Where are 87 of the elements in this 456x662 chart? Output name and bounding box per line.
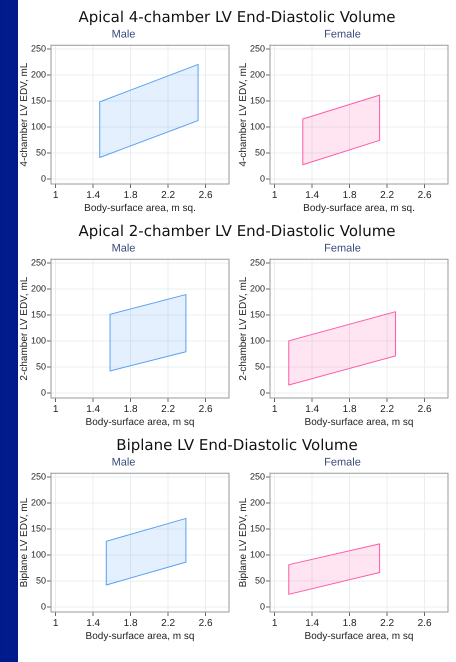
- x-tick-label: 2.6: [418, 190, 432, 201]
- x-tick-label: 2.2: [161, 618, 176, 629]
- x-tick-label: 1: [52, 404, 59, 415]
- chart-subtitle: Female: [324, 242, 361, 255]
- y-tick-label: 250: [250, 43, 266, 54]
- x-tick-label: 1.4: [305, 618, 320, 629]
- x-tick-label: 2.2: [380, 618, 394, 629]
- y-tick-label: 0: [41, 173, 46, 184]
- y-axis-title: Biplane LV EDV, mL: [238, 497, 249, 588]
- x-tick-label: 1: [52, 618, 59, 629]
- y-tick-label: 250: [30, 43, 46, 54]
- y-tick-label: 200: [250, 283, 266, 294]
- x-tick-label: 1.8: [342, 618, 358, 629]
- x-axis-title: Body-surface area, m sq: [86, 416, 194, 428]
- x-tick-label: 1.4: [305, 190, 320, 201]
- y-tick-label: 200: [250, 69, 266, 80]
- y-tick-label: 0: [260, 387, 266, 398]
- y-tick-label: 50: [255, 575, 266, 586]
- y-tick-label: 250: [250, 257, 266, 268]
- y-tick-label: 150: [30, 309, 46, 320]
- y-tick-label: 50: [255, 147, 266, 158]
- y-tick-label: 150: [30, 95, 46, 106]
- x-axis-title: Body-surface area, m sq.: [303, 202, 415, 214]
- x-tick-label: 1: [272, 618, 278, 629]
- y-tick-label: 150: [250, 523, 266, 534]
- y-axis-title: 2-chamber LV EDV, mL: [18, 276, 30, 381]
- x-tick-label: 1.8: [124, 404, 138, 415]
- x-tick-label: 1.4: [305, 404, 320, 415]
- chart-title: Apical 2-chamber LV End-Diastolic Volume: [77, 221, 397, 242]
- y-tick-label: 150: [250, 309, 266, 320]
- y-tick-label: 50: [36, 361, 46, 372]
- y-axis-title: 2-chamber LV EDV, mL: [238, 276, 249, 381]
- x-tick-label: 1: [52, 190, 59, 201]
- x-tick-label: 1.8: [124, 190, 138, 201]
- y-tick-label: 100: [250, 121, 266, 132]
- x-tick-label: 2.6: [198, 190, 213, 201]
- x-tick-label: 2.2: [380, 190, 394, 201]
- y-tick-label: 0: [260, 173, 266, 184]
- y-tick-label: 100: [250, 335, 266, 346]
- x-tick-label: 1.8: [342, 404, 358, 415]
- x-axis-title: Body-surface area, m sq: [86, 630, 194, 642]
- chart-title: Biplane LV End-Diastolic Volume: [115, 435, 359, 456]
- y-tick-label: 200: [30, 497, 46, 508]
- y-tick-label: 250: [250, 471, 266, 482]
- x-tick-label: 1.4: [86, 404, 101, 415]
- y-tick-label: 50: [255, 361, 266, 372]
- y-tick-label: 50: [36, 147, 46, 158]
- y-tick-label: 100: [30, 549, 46, 560]
- y-tick-label: 100: [30, 121, 46, 132]
- chart-subtitle: Female: [324, 456, 361, 469]
- y-axis-title: 4-chamber LV EDV, mL: [238, 62, 249, 167]
- y-tick-label: 50: [36, 575, 46, 586]
- y-tick-label: 0: [260, 601, 266, 612]
- x-tick-label: 1.8: [342, 190, 358, 201]
- y-tick-label: 200: [30, 283, 46, 294]
- x-tick-label: 2.6: [418, 618, 432, 629]
- y-tick-label: 150: [30, 523, 46, 534]
- chart-subtitle: Female: [324, 28, 361, 41]
- x-axis-title: Body-surface area, m sq: [304, 416, 414, 428]
- y-tick-label: 200: [30, 69, 46, 80]
- chart-subtitle: Male: [112, 456, 136, 469]
- y-tick-label: 100: [30, 335, 46, 346]
- y-tick-label: 150: [250, 95, 266, 106]
- x-tick-label: 2.6: [198, 618, 213, 629]
- x-tick-label: 1.4: [86, 190, 101, 201]
- x-tick-label: 1.4: [86, 618, 101, 629]
- x-tick-label: 2.2: [380, 404, 394, 415]
- y-axis-title: Biplane LV EDV, mL: [18, 497, 30, 588]
- chart-subtitle: Male: [112, 28, 136, 41]
- y-tick-label: 0: [41, 387, 46, 398]
- y-axis-title: 4-chamber LV EDV, mL: [18, 62, 30, 167]
- chart-subtitle: Male: [112, 242, 136, 255]
- y-tick-label: 250: [30, 257, 46, 268]
- y-tick-label: 100: [250, 549, 266, 560]
- x-axis-title: Body-surface area, m sq: [304, 630, 414, 642]
- x-axis-title: Body-surface area, m sq.: [84, 202, 196, 214]
- x-tick-label: 1.8: [124, 618, 138, 629]
- chart-title: Apical 4-chamber LV End-Diastolic Volume: [77, 7, 397, 28]
- y-tick-label: 200: [250, 497, 266, 508]
- x-tick-label: 2.6: [418, 404, 432, 415]
- y-tick-label: 0: [41, 601, 46, 612]
- x-tick-label: 2.6: [198, 404, 213, 415]
- y-tick-label: 250: [30, 471, 46, 482]
- x-tick-label: 1: [272, 190, 278, 201]
- x-tick-label: 1: [272, 404, 278, 415]
- x-tick-label: 2.2: [161, 404, 176, 415]
- x-tick-label: 2.2: [161, 190, 176, 201]
